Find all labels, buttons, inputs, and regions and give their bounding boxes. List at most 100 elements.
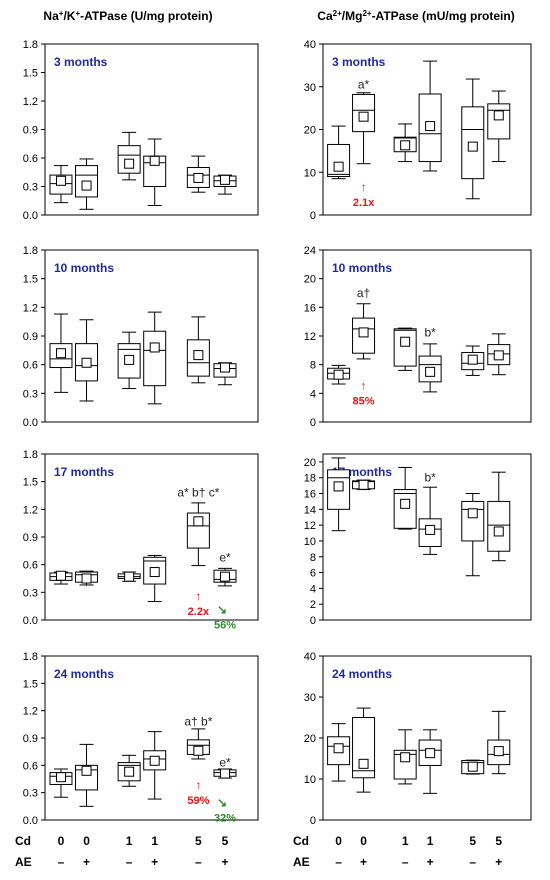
mean-marker [219,571,230,582]
y-tick-label: 0 [310,210,316,222]
mean-marker [55,772,66,783]
mean-marker [193,745,204,756]
annotation-label: e* [219,550,231,564]
box-group-5 [461,493,485,577]
box-group-5 [461,78,485,200]
annotation-label: 2.2x [188,606,210,618]
mean-marker [55,175,66,186]
y-tick-label: 40 [304,651,316,663]
y-tick-label: 1.5 [23,477,38,489]
mean-marker [193,350,204,361]
y-tick-label: 0.6 [23,153,38,165]
y-tick-label: 1.8 [23,449,38,461]
ae-group-value: – [335,855,342,869]
cd-group-value: 1 [427,834,434,848]
y-tick-label: 12 [304,331,316,343]
y-tick-label: 0.3 [23,388,38,400]
box-group-4 [143,731,167,800]
iqr-box [143,330,167,387]
box-group-2 [352,92,376,165]
mean-marker [467,141,478,152]
y-tick-label: 0 [310,417,316,429]
mean-marker [333,481,344,492]
mean-marker [333,161,344,172]
plot-frame [322,453,532,621]
y-tick-label: 0.3 [23,788,38,800]
y-tick-label: 2 [310,599,316,611]
box-group-4 [418,343,442,393]
down-right-arrow-icon: ↘ [217,795,227,809]
y-tick-label: 0 [310,815,316,827]
box-group-6 [487,710,511,775]
cd-group-value: 5 [222,834,229,848]
y-tick-label: 0.0 [23,210,38,222]
y-tick-label: 40 [304,39,316,51]
box-group-3 [393,466,417,530]
mean-marker [124,571,135,582]
iqr-box [461,500,485,542]
box-group-3 [117,331,141,390]
chart-panel-left-17-months: 0.0 0.3 0.6 0.9 1.2 1.5 1.8 17 months a* b† c* e*… [23,449,259,632]
iqr-box [75,764,99,791]
box-group-6 [213,768,237,779]
mean-marker [149,342,160,353]
y-tick-label: 1.8 [23,39,38,51]
y-tick-label: 0.9 [23,125,38,137]
y-tick-label: 1.2 [23,504,38,516]
annotation-label: 85% [353,396,375,408]
annotation-label: 32% [214,812,236,824]
box-group-1 [327,723,351,782]
mean-marker [81,765,92,776]
y-tick-label: 20 [304,274,316,286]
cd-group-value: 0 [83,834,90,848]
y-tick-label: 0.6 [23,560,38,572]
annotation-label: e* [219,756,231,770]
down-right-arrow-icon: ↘ [217,603,227,617]
y-tick-label: 6 [310,568,316,580]
y-tick-label: 20 [304,125,316,137]
mean-marker [358,327,369,338]
y-tick-label: 0.6 [23,360,38,372]
mean-marker [425,366,436,377]
ae-group-value: + [151,855,158,869]
mean-marker [81,573,92,584]
box-group-2 [75,319,99,402]
iqr-box [487,500,511,552]
y-tick-label: 8 [310,552,316,564]
up-arrow-icon: ↑ [195,778,201,792]
mean-marker [467,761,478,772]
ae-group-value: – [469,855,476,869]
ae-group-value: – [195,855,202,869]
mean-marker [467,508,478,519]
ae-row-header: AE [293,855,310,869]
iqr-box [393,328,417,367]
y-tick-label: 0.3 [23,587,38,599]
mean-marker [425,748,436,759]
mean-marker [124,158,135,169]
iqr-box [327,143,351,178]
y-tick-label: 14 [304,504,316,516]
box-group-2 [352,479,376,491]
annotation-label: 2.1x [353,197,375,209]
ae-group-value: – [126,855,133,869]
iqr-box [393,489,417,529]
y-tick-label: 16 [304,302,316,314]
ae-group-value: + [360,855,367,869]
mean-marker [333,743,344,754]
y-tick-label: 1.8 [23,651,38,663]
iqr-box [352,717,376,779]
box-group-5 [186,316,210,384]
chart-panel-left-3-months: 0.0 0.3 0.6 0.9 1.2 1.5 1.8 3 months [23,39,259,222]
panel-label: 10 months [54,261,114,275]
mean-marker [149,155,160,166]
mean-marker [333,369,344,380]
chart-panel-right-3-months: 0 10 20 30 40 3 months a* ↑ 2.1x [304,39,532,222]
box-group-3 [393,729,417,785]
panel-label: 3 months [54,55,108,69]
box-group-6 [213,362,237,386]
cd-row-header: Cd [15,834,31,848]
y-tick-label: 0.3 [23,182,38,194]
mean-marker [358,479,369,490]
annotation-label: a* b† c* [177,486,219,500]
